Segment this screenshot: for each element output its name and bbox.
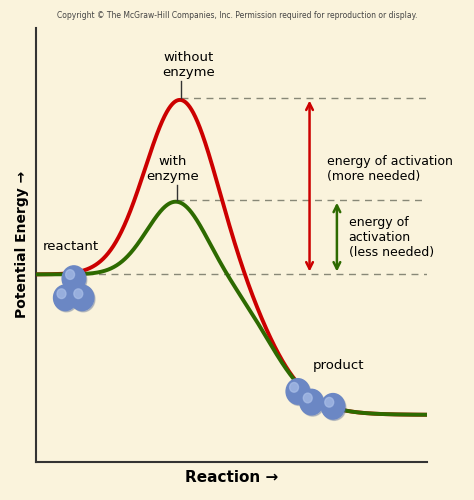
- Text: without
enzyme: without enzyme: [162, 50, 215, 78]
- Circle shape: [321, 394, 345, 419]
- Text: product: product: [313, 360, 365, 372]
- Circle shape: [62, 266, 86, 291]
- Circle shape: [72, 286, 95, 312]
- Y-axis label: Potential Energy →: Potential Energy →: [15, 171, 29, 318]
- Circle shape: [325, 398, 334, 407]
- X-axis label: Reaction →: Reaction →: [185, 470, 278, 485]
- Circle shape: [287, 380, 311, 406]
- Circle shape: [286, 378, 310, 404]
- Text: energy of
activation
(less needed): energy of activation (less needed): [349, 216, 434, 258]
- Text: reactant: reactant: [43, 240, 99, 253]
- Text: Copyright © The McGraw-Hill Companies, Inc. Permission required for reproduction: Copyright © The McGraw-Hill Companies, I…: [57, 11, 417, 20]
- Circle shape: [70, 285, 94, 310]
- Text: with
enzyme: with enzyme: [146, 155, 199, 183]
- Circle shape: [290, 382, 299, 392]
- Circle shape: [66, 270, 74, 280]
- Circle shape: [64, 267, 87, 292]
- Circle shape: [303, 393, 312, 403]
- Circle shape: [74, 289, 83, 298]
- Circle shape: [300, 390, 323, 415]
- Circle shape: [55, 286, 78, 312]
- Text: energy of activation
(more needed): energy of activation (more needed): [327, 155, 453, 183]
- Circle shape: [322, 395, 346, 420]
- Circle shape: [301, 390, 324, 416]
- Circle shape: [54, 285, 77, 310]
- Circle shape: [57, 289, 66, 298]
